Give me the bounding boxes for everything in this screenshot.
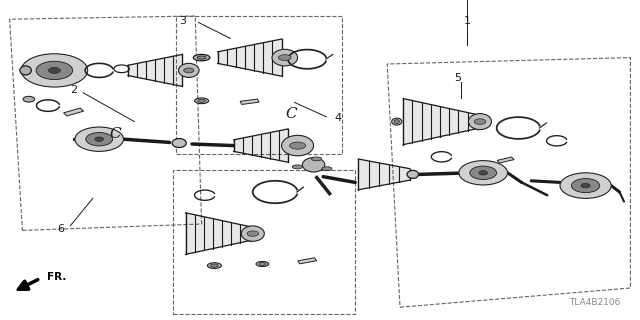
Ellipse shape xyxy=(312,157,322,161)
Circle shape xyxy=(459,161,508,185)
Text: 2: 2 xyxy=(70,84,77,95)
Ellipse shape xyxy=(193,54,210,61)
Text: 4: 4 xyxy=(334,113,342,124)
Ellipse shape xyxy=(259,262,266,266)
Ellipse shape xyxy=(247,231,259,236)
Text: 5: 5 xyxy=(454,73,461,84)
Circle shape xyxy=(95,137,104,141)
Polygon shape xyxy=(298,258,317,264)
Ellipse shape xyxy=(468,114,492,130)
Ellipse shape xyxy=(282,135,314,156)
Polygon shape xyxy=(63,108,84,116)
Ellipse shape xyxy=(241,226,264,241)
Polygon shape xyxy=(128,54,182,86)
Polygon shape xyxy=(240,99,259,104)
Ellipse shape xyxy=(198,99,205,102)
Circle shape xyxy=(572,179,600,193)
Ellipse shape xyxy=(272,49,298,66)
Ellipse shape xyxy=(197,56,206,59)
Polygon shape xyxy=(234,129,288,162)
Polygon shape xyxy=(358,159,410,190)
Circle shape xyxy=(75,127,124,151)
Ellipse shape xyxy=(256,261,269,267)
Ellipse shape xyxy=(303,158,325,172)
Circle shape xyxy=(560,173,611,198)
Circle shape xyxy=(49,68,60,73)
Polygon shape xyxy=(497,157,514,163)
Text: TLA4B2106: TLA4B2106 xyxy=(570,298,621,307)
Text: C: C xyxy=(109,127,121,141)
Ellipse shape xyxy=(195,98,209,104)
Polygon shape xyxy=(186,213,250,254)
Circle shape xyxy=(470,166,497,180)
Ellipse shape xyxy=(290,142,306,149)
Ellipse shape xyxy=(184,68,194,73)
Ellipse shape xyxy=(322,167,332,171)
Text: FR.: FR. xyxy=(47,272,66,283)
Circle shape xyxy=(479,171,488,175)
Text: C: C xyxy=(285,107,297,121)
Circle shape xyxy=(21,54,88,87)
Text: 3: 3 xyxy=(179,16,186,26)
Ellipse shape xyxy=(474,119,486,124)
Circle shape xyxy=(86,132,113,146)
Circle shape xyxy=(36,61,73,80)
Ellipse shape xyxy=(394,120,399,124)
Ellipse shape xyxy=(407,170,419,179)
Ellipse shape xyxy=(20,66,31,75)
Ellipse shape xyxy=(179,63,199,77)
Ellipse shape xyxy=(23,96,35,102)
Polygon shape xyxy=(403,99,477,145)
Polygon shape xyxy=(218,39,282,76)
Ellipse shape xyxy=(172,139,186,148)
Circle shape xyxy=(581,183,590,188)
Ellipse shape xyxy=(392,118,402,125)
Ellipse shape xyxy=(292,165,303,169)
Ellipse shape xyxy=(211,264,218,267)
Text: 6: 6 xyxy=(58,224,64,234)
Ellipse shape xyxy=(278,55,291,60)
Text: 1: 1 xyxy=(464,16,470,26)
Ellipse shape xyxy=(207,263,221,268)
